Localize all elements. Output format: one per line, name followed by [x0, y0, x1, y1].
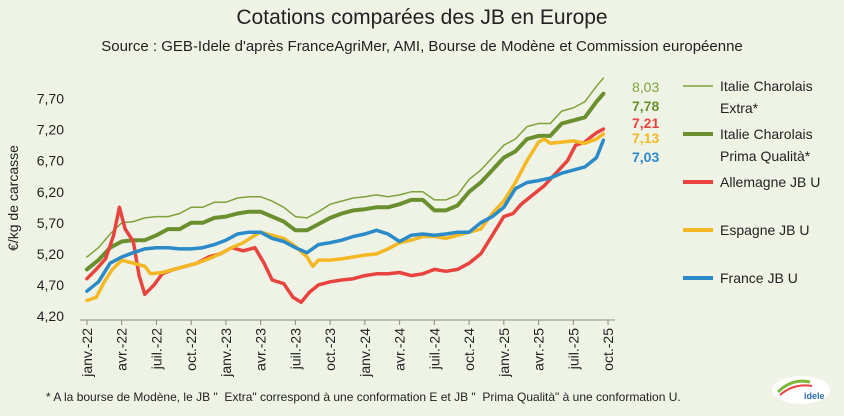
legend-label: Allemagne JB U	[720, 174, 820, 190]
x-ticks: janv.-22 avr.-22 juil.-22 oct.-22 janv.-23 av…	[79, 320, 616, 378]
x-tick-label: avr.-22	[114, 328, 130, 371]
y-tick-label: 7,70	[37, 91, 64, 107]
x-tick-label: oct.-23	[322, 328, 338, 371]
series-end-label: 8,03	[632, 79, 659, 95]
x-tick-label: janv.-25	[496, 328, 512, 378]
x-tick-label: oct.-24	[461, 328, 477, 371]
series-line-0	[86, 77, 605, 258]
idele-logo: idele	[772, 376, 830, 404]
series-lines	[84, 77, 606, 305]
series-end-label: 7,13	[632, 130, 659, 146]
y-ticks: 4,20 4,70 5,20 5,70 6,20 6,70 7,20 7,70	[37, 91, 64, 324]
y-tick-label: 6,70	[37, 153, 64, 169]
y-axis-label-group: €/kg de carcasse	[5, 145, 21, 251]
x-tick-label: avr.-25	[531, 328, 547, 371]
x-tick-label: avr.-24	[392, 328, 408, 371]
series-end-label: 7,03	[632, 149, 659, 165]
x-tick-label: juil.-25	[565, 328, 581, 370]
x-tick-label: oct.-25	[600, 328, 616, 371]
series-line-4	[85, 138, 606, 293]
chart-subtitle: Source : GEB-Idele d'après FranceAgriMer…	[101, 38, 743, 55]
legend-label: France JB U	[720, 270, 798, 286]
chart-title: Cotations comparées des JB en Europe	[236, 6, 608, 29]
x-tick-label: oct.-22	[183, 328, 199, 371]
x-tick-label: janv.-22	[79, 328, 95, 378]
legend-label: Espagne JB U	[720, 222, 810, 238]
y-tick-label: 5,70	[37, 215, 64, 231]
x-tick-label: avr.-23	[253, 328, 269, 371]
y-axis-label: €/kg de carcasse	[5, 145, 21, 251]
y-tick-label: 7,20	[37, 122, 64, 138]
x-tick-label: juil.-23	[287, 328, 303, 370]
legend-label: Italie Charolais	[720, 78, 813, 94]
series-line-2	[85, 127, 606, 305]
y-tick-label: 5,20	[37, 246, 64, 262]
legend-label: Prima Qualità*	[720, 148, 811, 164]
y-tick-label: 4,70	[37, 277, 64, 293]
legend-label: Italie Charolais	[720, 126, 813, 142]
x-tick-label: janv.-24	[357, 328, 373, 378]
series-line-3	[85, 132, 606, 303]
x-tick-label: juil.-22	[148, 328, 164, 370]
legend: Italie Charolais Extra* Italie Charolais Pr…	[683, 78, 820, 286]
legend-label: Extra*	[720, 100, 759, 116]
footnote: * A la bourse de Modène, le JB " Extra" …	[46, 390, 681, 404]
x-tick-label: janv.-23	[218, 328, 234, 378]
x-tick-label: juil.-24	[426, 328, 442, 370]
series-end-label: 7,21	[632, 115, 659, 131]
y-tick-label: 4,20	[37, 308, 64, 324]
series-end-label: 7,78	[632, 98, 659, 114]
end-labels: 8,03 7,787,217,13 7,03	[632, 79, 659, 165]
logo-text: idele	[804, 391, 825, 401]
series-line-1	[84, 91, 606, 272]
y-tick-label: 6,20	[37, 184, 64, 200]
